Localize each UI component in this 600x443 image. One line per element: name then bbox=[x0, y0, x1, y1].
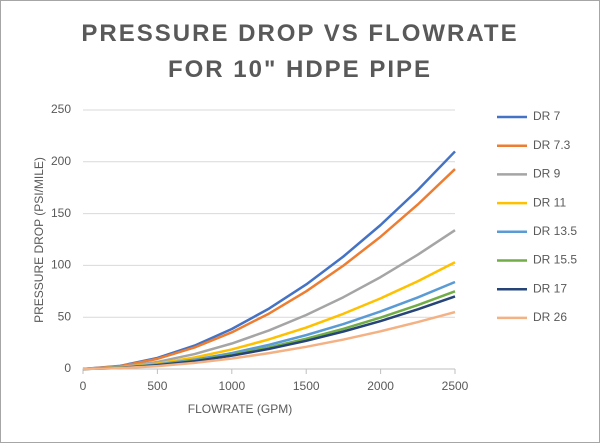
y-tick-label: 100 bbox=[51, 258, 71, 272]
y-tick-label: 50 bbox=[58, 309, 72, 323]
x-tick-label: 2500 bbox=[442, 379, 469, 393]
y-tick-label: 250 bbox=[51, 102, 71, 116]
legend-label: DR 7 bbox=[533, 109, 561, 123]
y-tick-label: 0 bbox=[64, 361, 71, 375]
legend-label: DR 17 bbox=[533, 281, 567, 295]
x-tick-label: 500 bbox=[147, 379, 167, 393]
series-line bbox=[82, 150, 456, 371]
y-axis-title: PRESSURE DROP (PSI/MILE) bbox=[32, 157, 46, 323]
legend-label: DR 15.5 bbox=[533, 253, 577, 267]
x-tick-label: 1000 bbox=[218, 379, 245, 393]
x-tick-label: 0 bbox=[80, 379, 87, 393]
y-tick-label: 200 bbox=[51, 154, 71, 168]
x-tick-label: 2000 bbox=[367, 379, 394, 393]
legend-label: DR 7.3 bbox=[533, 138, 571, 152]
y-tick-label: 150 bbox=[51, 206, 71, 220]
legend-label: DR 11 bbox=[533, 195, 566, 209]
series-line bbox=[82, 310, 456, 371]
legend-label: DR 9 bbox=[533, 167, 561, 181]
x-axis-title: FLOWRATE (GPM) bbox=[188, 402, 292, 416]
series-line bbox=[82, 168, 456, 371]
chart-title: PRESSURE DROP VS FLOWRATE FOR 10" HDPE P… bbox=[81, 20, 519, 83]
legend-label: DR 26 bbox=[533, 310, 567, 324]
x-tick-label: 1500 bbox=[293, 379, 320, 393]
legend-label: DR 13.5 bbox=[533, 224, 577, 238]
